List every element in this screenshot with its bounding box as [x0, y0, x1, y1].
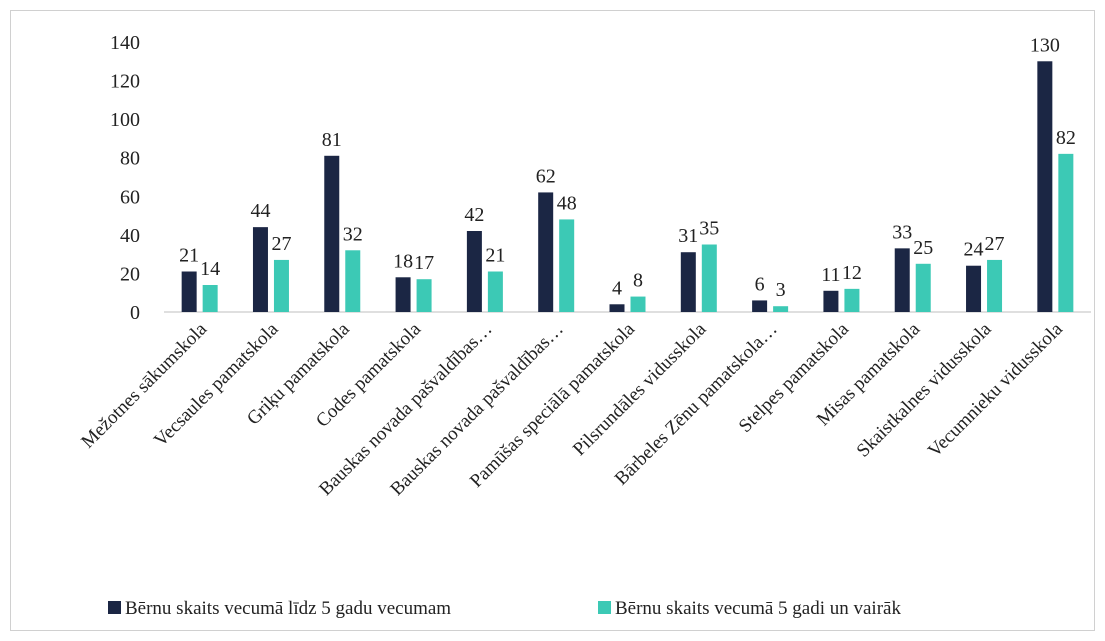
y-tick-label: 60	[120, 186, 140, 208]
value-label: 18	[393, 250, 413, 272]
bar	[773, 306, 789, 312]
bar	[987, 259, 1003, 312]
bar	[894, 248, 910, 312]
value-label: 33	[892, 221, 912, 243]
bar	[1058, 153, 1074, 312]
value-label: 21	[179, 245, 199, 267]
y-tick-label: 40	[120, 225, 140, 247]
value-label: 130	[1030, 34, 1060, 56]
bar	[538, 192, 554, 312]
y-tick-label: 0	[130, 302, 140, 324]
y-tick-label: 100	[110, 109, 140, 131]
value-label: 12	[842, 262, 862, 284]
bar	[345, 250, 361, 312]
value-label: 42	[464, 204, 484, 226]
value-label: 32	[343, 223, 363, 245]
value-label: 17	[414, 252, 434, 274]
value-label: 6	[755, 273, 765, 295]
value-label: 24	[964, 239, 984, 261]
bar	[1037, 61, 1053, 313]
value-label: 35	[699, 218, 719, 240]
chart-border	[10, 10, 1095, 631]
value-label: 44	[250, 200, 270, 222]
bar	[915, 263, 931, 312]
bar	[395, 277, 411, 312]
value-label: 4	[612, 277, 622, 299]
legend-label: Bērnu skaits vecumā līdz 5 gadu vecumam	[125, 598, 451, 619]
bar	[181, 271, 197, 312]
bar	[966, 265, 982, 312]
bar	[273, 259, 289, 312]
value-label: 81	[322, 129, 342, 151]
bar	[202, 285, 218, 312]
legend-swatch	[108, 601, 121, 614]
bar	[416, 279, 432, 312]
bar	[630, 296, 646, 312]
bar	[823, 290, 839, 312]
bar	[466, 231, 482, 312]
bar	[324, 155, 340, 312]
legend-label: Bērnu skaits vecumā 5 gadi un vairāk	[615, 598, 901, 619]
bar	[680, 252, 696, 312]
y-tick-label: 20	[120, 263, 140, 285]
bar	[252, 227, 268, 312]
value-label: 48	[557, 192, 577, 214]
value-label: 8	[633, 270, 643, 292]
value-label: 27	[985, 233, 1005, 255]
bar	[559, 219, 575, 312]
value-label: 14	[200, 258, 220, 280]
value-label: 21	[485, 245, 505, 267]
bar	[701, 244, 717, 312]
bar	[609, 304, 625, 312]
bar	[752, 300, 768, 312]
value-label: 31	[678, 225, 698, 247]
bar	[487, 271, 503, 312]
y-tick-label: 120	[110, 71, 140, 93]
y-tick-label: 140	[110, 32, 140, 54]
value-label: 62	[536, 165, 556, 187]
value-label: 3	[776, 279, 786, 301]
value-label: 11	[821, 264, 840, 286]
bar	[844, 288, 860, 312]
value-label: 27	[271, 233, 291, 255]
legend-swatch	[598, 601, 611, 614]
value-label: 25	[913, 237, 933, 259]
value-label: 82	[1056, 127, 1076, 149]
y-tick-label: 80	[120, 148, 140, 170]
